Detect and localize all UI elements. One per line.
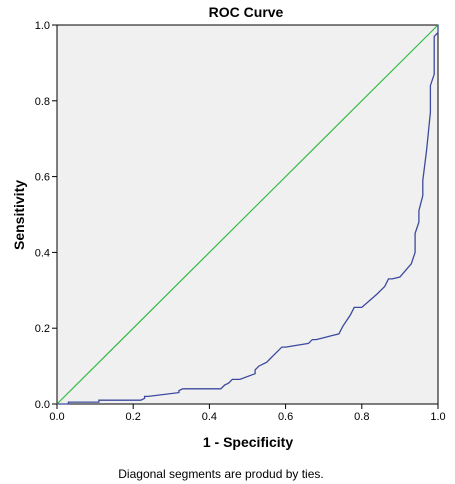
reference-line — [56, 24, 439, 405]
x-axis-title: 1 - Specificity — [203, 434, 293, 450]
footnote: Diagonal segments are produd by ties. — [118, 467, 323, 481]
y-tick-label: 0.6 — [35, 172, 50, 184]
y-tick-label: 1.0 — [35, 20, 50, 32]
chart-title: ROC Curve — [209, 4, 284, 20]
y-tick-label: 0.2 — [35, 323, 50, 335]
x-tick-label: 0.6 — [278, 411, 293, 423]
x-tick-label: 1.0 — [430, 411, 445, 423]
axis-ticks: 0.0 0.2 0.4 0.6 0.8 1.0 0.0 0.2 0.4 0.6 0.8 1.0 — [35, 20, 446, 423]
x-tick-label: 0.4 — [202, 411, 217, 423]
x-tick-label: 0.2 — [126, 411, 141, 423]
y-tick-label: 0.8 — [35, 96, 50, 108]
x-tick-label: 0.0 — [49, 411, 64, 423]
y-axis-title: Sensitivity — [11, 180, 27, 250]
x-tick-label: 0.8 — [354, 411, 369, 423]
y-tick-label: 0.4 — [35, 247, 50, 259]
y-tick-label: 0.0 — [35, 399, 50, 411]
roc-curve — [57, 25, 439, 405]
